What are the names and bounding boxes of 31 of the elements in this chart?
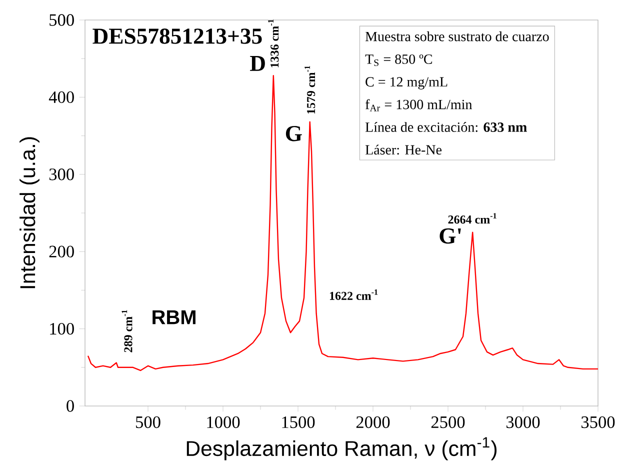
annotation: T$_{S}$ = 850 ºC	[365, 54, 432, 66]
x-axis-title: Desplazamiento Raman, ν (cm$^{-1}$)	[186, 437, 497, 460]
x-tick-label: 3000	[506, 416, 540, 428]
x-tick-label: 500	[136, 416, 160, 428]
chart-title: DES57851213+35	[92, 28, 262, 44]
x-tick-label: 1000	[207, 416, 240, 428]
annotation: Muestra sobre sustrato de cuarzo	[365, 31, 549, 42]
annotation: 1336 cm$^{-1}$	[268, 20, 279, 68]
y-tick-label: 300	[49, 168, 74, 180]
x-tick-label: 1500	[282, 416, 315, 428]
annotation: 289 cm$^{-1}$	[122, 310, 132, 352]
annotation: G'	[440, 228, 461, 244]
y-tick-label: 100	[50, 322, 74, 335]
annotation: Láser: He-Ne	[365, 144, 442, 155]
annotation: 1622 cm$^{-1}$	[330, 289, 378, 300]
annotation: RBM	[152, 310, 196, 324]
annotation: C = 12 mg/mL	[366, 77, 448, 90]
x-tick-label: 2500	[431, 416, 465, 428]
x-tick-label: 3500	[582, 416, 615, 428]
y-axis-title: Intensidad (u.a.)	[20, 137, 40, 288]
annotation: G	[286, 126, 302, 142]
y-tick-label: 0	[66, 400, 74, 412]
y-tick-label: 500	[50, 14, 74, 26]
annotation: D	[250, 56, 265, 71]
annotation: Línea de excitación: 633 nm	[365, 122, 527, 132]
annotation: f$_{Ar}$ = 1300 mL/min	[365, 99, 472, 112]
annotation: 2664 cm$^{-1}$	[448, 213, 496, 224]
x-tick-label: 2000	[356, 416, 390, 428]
y-tick-label: 400	[48, 91, 74, 104]
annotation: 1579 cm$^{-1}$	[304, 66, 316, 114]
y-tick-label: 200	[49, 246, 74, 258]
